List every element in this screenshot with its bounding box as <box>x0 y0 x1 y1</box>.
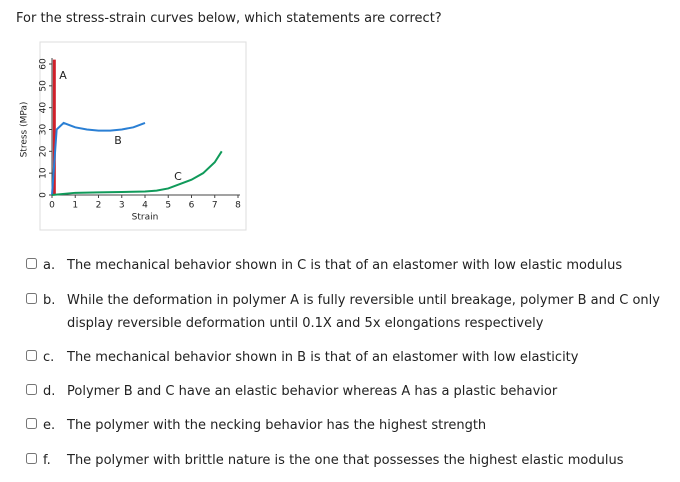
option-letter: f. <box>43 453 51 468</box>
option-checkbox[interactable] <box>26 293 37 304</box>
x-tick-label: 1 <box>72 201 78 211</box>
x-axis-label: Strain <box>132 213 159 223</box>
y-tick-label: 60 <box>39 58 49 70</box>
x-tick-label: 0 <box>49 201 55 211</box>
option-text: The mechanical behavior shown in C is th… <box>67 258 623 273</box>
x-tick-label: 2 <box>96 201 102 211</box>
option-text: The polymer with brittle nature is the o… <box>67 453 624 468</box>
chart-frame <box>39 41 247 231</box>
curve-label: C <box>174 170 182 183</box>
option-text: Polymer B and C have an elastic behavior… <box>67 384 558 399</box>
y-tick-label: 0 <box>39 192 49 198</box>
curve <box>51 121 146 196</box>
option-checkbox[interactable] <box>26 453 37 464</box>
question: For the stress-strain curves below, whic… <box>16 11 442 26</box>
x-tick-label: 6 <box>189 201 195 211</box>
option-text: The mechanical behavior shown in B is th… <box>67 350 579 365</box>
y-tick-label: 10 <box>39 167 49 179</box>
option-text: The polymer with the necking behavior ha… <box>67 418 487 433</box>
x-tick-label: 8 <box>235 201 241 211</box>
option-letter: b. <box>43 293 56 308</box>
y-tick-label: 30 <box>39 124 49 136</box>
option-checkbox[interactable] <box>26 418 37 429</box>
option-letter: a. <box>43 258 56 273</box>
y-tick-label: 50 <box>39 80 49 92</box>
option-letter: d. <box>43 384 56 399</box>
curve <box>51 150 223 196</box>
curve-label: A <box>59 69 67 82</box>
curve-label: B <box>114 134 122 147</box>
option-checkbox[interactable] <box>26 258 37 269</box>
option-letter: c. <box>43 350 55 365</box>
y-tick-label: 20 <box>39 145 49 157</box>
x-tick-label: 3 <box>119 201 125 211</box>
option-checkbox[interactable] <box>26 384 37 395</box>
y-axis-label: Stress (MPa) <box>20 102 30 158</box>
x-tick-label: 5 <box>165 201 171 211</box>
option-text: While the deformation in polymer A is fu… <box>67 293 660 331</box>
option-letter: e. <box>43 418 56 433</box>
x-tick-label: 7 <box>212 201 218 211</box>
y-tick-label: 40 <box>39 102 49 114</box>
option-checkbox[interactable] <box>26 350 37 361</box>
x-tick-label: 4 <box>142 201 148 211</box>
